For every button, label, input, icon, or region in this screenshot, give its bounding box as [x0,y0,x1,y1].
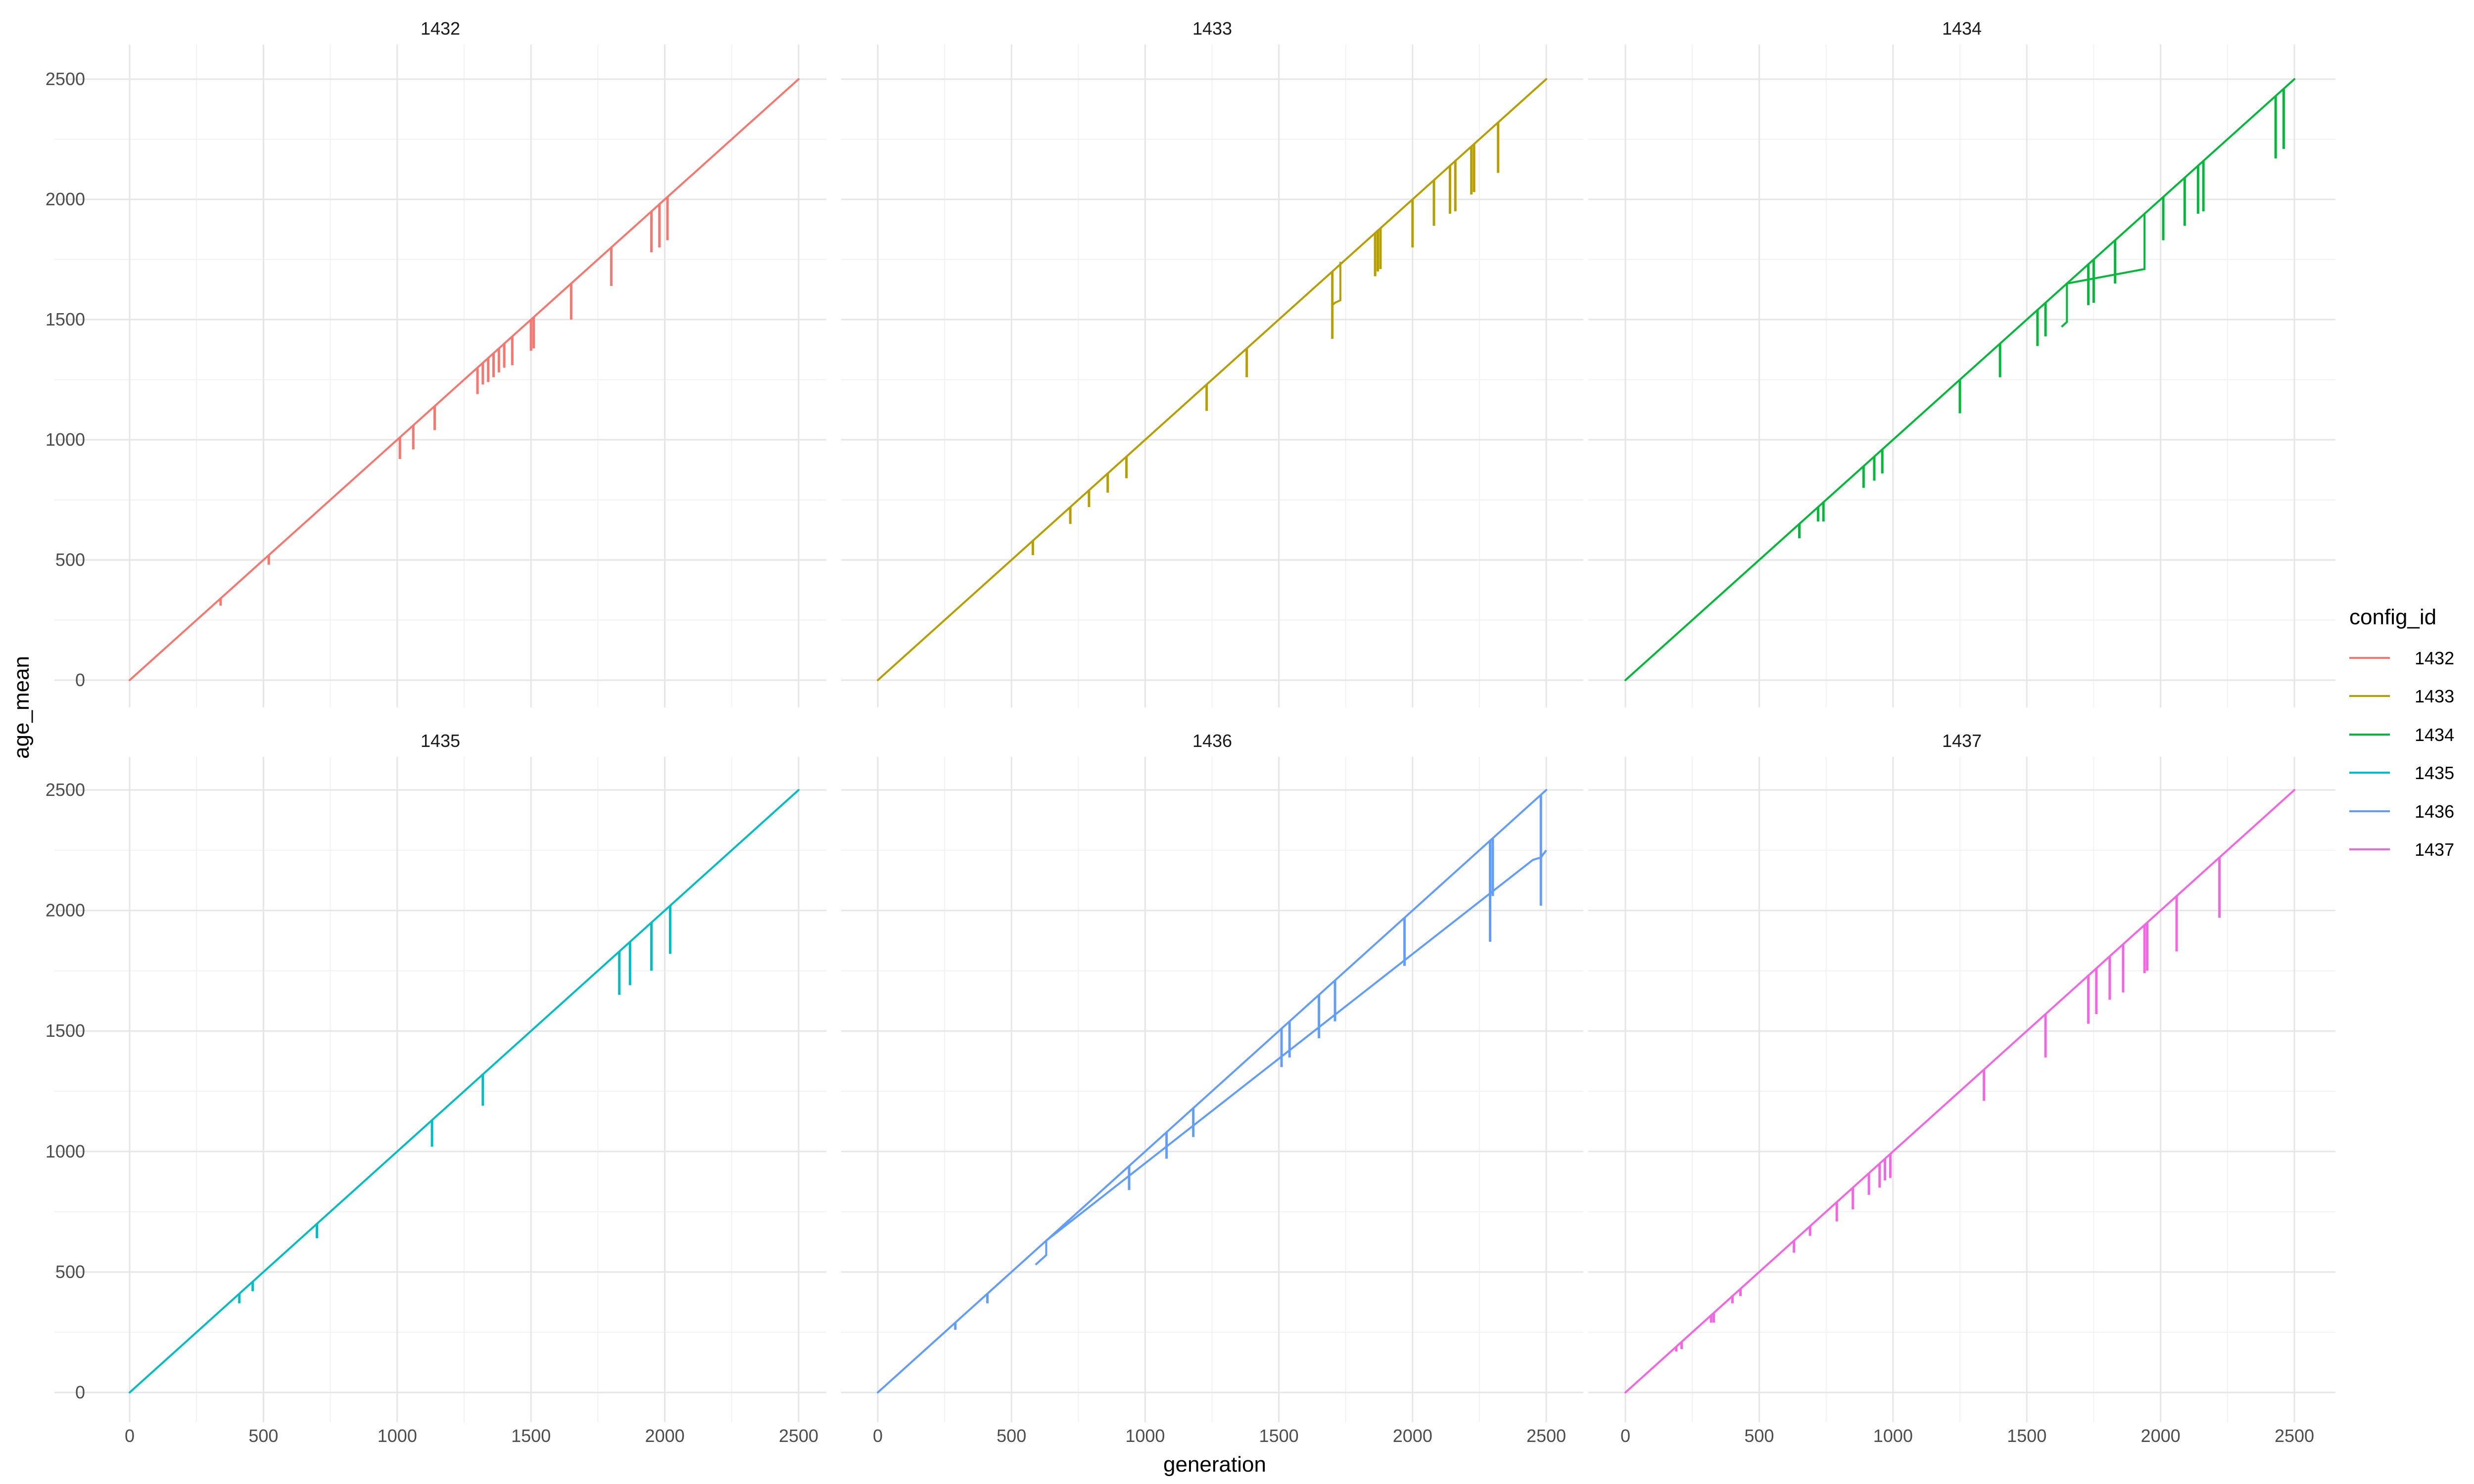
series-step [2061,214,2146,328]
facet-panels: 1432 0 500 1000 1500 2000 2500 1433 1434 1435 0 500… [46,18,2335,1446]
x-tick-label: 1500 [511,1426,551,1446]
x-axis-title: generation [1163,1452,1266,1477]
y-tick-label: 1000 [46,1141,85,1161]
legend-item-1435: 1435 [2349,763,2454,783]
facet-panel-1436: 1436 0 500 1000 1500 2000 2500 [841,731,1583,1446]
legend-label: 1432 [2415,648,2454,668]
y-tick-label: 2000 [46,189,85,209]
x-tick-label: 2000 [645,1426,685,1446]
facet-strip-label: 1434 [1942,18,1982,39]
legend-label: 1437 [2415,839,2454,860]
x-tick-label: 1500 [1259,1426,1299,1446]
legend-label: 1435 [2415,763,2454,783]
x-tick-label: 2500 [1526,1426,1566,1446]
series-line-1436 [877,789,1547,1393]
x-tick-label: 500 [997,1426,1026,1446]
facet-panel-1437: 1437 0 500 1000 1500 2000 2500 [1588,731,2335,1446]
y-axis-title: age_mean [9,656,34,759]
x-tick-label: 2000 [1393,1426,1432,1446]
x-tick-label: 2000 [2141,1426,2181,1446]
facet-strip-label: 1436 [1192,731,1232,751]
facet-panel-1435: 1435 0 500 1000 1500 2000 2500 0 500 1000 1500 2000… [46,731,826,1446]
x-tick-label: 500 [248,1426,278,1446]
series-step [1035,849,1547,1266]
x-tick-label: 1000 [1873,1426,1913,1446]
x-tick-label: 1500 [2007,1426,2046,1446]
y-tick-label: 500 [55,1261,85,1282]
legend-label: 1436 [2415,801,2454,822]
legend-item-1434: 1434 [2349,725,2454,745]
x-tick-label: 2500 [2275,1426,2314,1446]
series-line-1435 [129,789,800,1393]
facet-strip-label: 1437 [1942,731,1982,751]
x-tick-label: 1000 [1125,1426,1165,1446]
y-tick-label: 0 [75,670,85,690]
facet-strip-label: 1435 [421,731,460,751]
facet-panel-1434: 1434 [1588,18,2335,707]
series-line-1433 [877,78,1547,681]
facet-strip-label: 1433 [1192,18,1232,39]
series-line-1432 [129,78,800,681]
series-line-1437 [1624,789,2295,1393]
legend: config_id 1432 1433 1434 1435 1436 1437 [2349,605,2454,860]
y-tick-label: 500 [55,550,85,570]
y-tick-label: 1500 [46,1020,85,1041]
legend-label: 1434 [2415,725,2454,745]
legend-item-1432: 1432 [2349,648,2454,668]
x-tick-label: 1000 [378,1426,417,1446]
y-tick-label: 2000 [46,900,85,921]
x-tick-label: 500 [1744,1426,1774,1446]
legend-item-1436: 1436 [2349,801,2454,822]
x-tick-label: 0 [125,1426,135,1446]
x-tick-label: 2500 [779,1426,818,1446]
x-tick-label: 0 [873,1426,883,1446]
legend-title: config_id [2349,605,2436,629]
y-tick-label: 1500 [46,309,85,329]
facet-strip-label: 1432 [421,18,460,39]
series-step [1332,262,1341,306]
legend-item-1437: 1437 [2349,839,2454,860]
y-tick-label: 1000 [46,429,85,450]
y-tick-label: 2500 [46,780,85,800]
x-tick-label: 0 [1620,1426,1630,1446]
y-tick-label: 0 [75,1382,85,1402]
y-tick-label: 2500 [46,69,85,89]
facet-panel-1433: 1433 [841,18,1583,707]
legend-label: 1433 [2415,686,2454,706]
facet-panel-1432: 1432 0 500 1000 1500 2000 2500 [46,18,826,707]
legend-item-1433: 1433 [2349,686,2454,706]
